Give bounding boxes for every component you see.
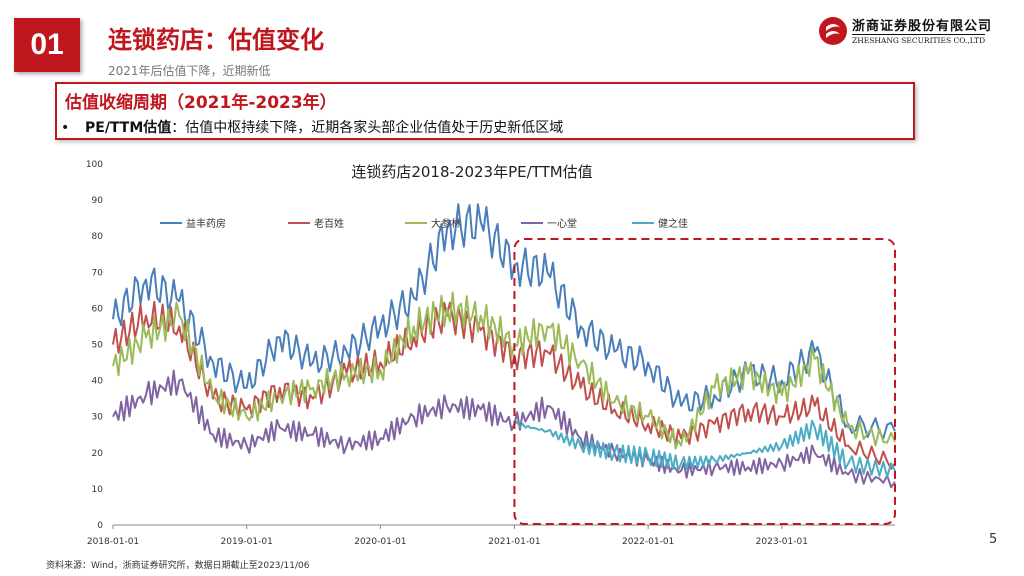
callout-bullet-label: PE/TTM估值 <box>85 120 172 136</box>
source-note: 资料来源：Wind，浙商证券研究所，数据日期截止至2023/11/06 <box>46 561 310 571</box>
x-axis: 2018-01-01 2019-01-01 2020-01-01 2021-01-01… <box>87 524 895 547</box>
x-tick-label: 2019-01-01 <box>221 537 273 547</box>
highlight-dashed-box <box>513 238 897 525</box>
y-tick-label: 10 <box>92 485 104 495</box>
section-number-badge: 01 <box>14 18 80 72</box>
y-tick-label: 50 <box>92 341 104 351</box>
company-name-english: ZHESHANG SECURITIES CO.,LTD <box>852 34 986 45</box>
legend-label: 老百姓 <box>314 217 344 230</box>
x-tick-label: 2021-01-01 <box>488 537 540 547</box>
company-name: 浙商证券股份有限公司 <box>852 19 993 34</box>
y-tick-label: 60 <box>92 304 104 314</box>
y-tick-label: 0 <box>97 521 103 531</box>
series-line-4 <box>513 419 896 478</box>
legend-label: 大参林 <box>431 217 461 230</box>
y-axis: 0 10 20 30 40 50 60 70 80 90 100 <box>86 160 103 531</box>
x-tick-label: 2018-01-01 <box>87 537 139 547</box>
series-line-2 <box>112 291 896 450</box>
page-title: 连锁药店：估值变化 <box>108 26 324 54</box>
series-lines <box>112 203 896 489</box>
series-line-0 <box>112 203 896 440</box>
legend-label: 健之佳 <box>658 217 688 230</box>
callout-bullet-text: ：估值中枢持续下降，近期各家头部企业估值处于历史新低区域 <box>171 120 564 136</box>
legend-label: 一心堂 <box>547 218 577 230</box>
chart-legend: 益丰药房 老百姓 大参林 一心堂 健之佳 <box>160 217 688 230</box>
y-tick-label: 20 <box>92 449 104 459</box>
legend-label: 益丰药房 <box>186 217 226 230</box>
chart-title: 连锁药店2018-2023年PE/TTM估值 <box>351 163 592 181</box>
company-logo-icon <box>819 17 847 45</box>
page-number: 5 <box>989 532 998 547</box>
callout-bullet: • PE/TTM估值：估值中枢持续下降，近期各家头部企业估值处于历史新低区域 <box>61 117 563 137</box>
company-logo: 浙商证券股份有限公司 ZHESHANG SECURITIES CO.,LTD <box>818 12 1008 52</box>
x-tick-label: 2020-01-01 <box>354 537 406 547</box>
series-line-3 <box>112 369 896 489</box>
y-tick-label: 90 <box>92 196 104 206</box>
x-tick-label: 2023-01-01 <box>756 537 808 547</box>
y-tick-label: 40 <box>92 377 104 387</box>
y-tick-label: 100 <box>86 160 103 170</box>
y-tick-label: 30 <box>92 413 104 423</box>
callout-heading: 估值收缩周期（2021年-2023年） <box>65 93 337 113</box>
page-subtitle: 2021年后估值下降，近期新低 <box>108 64 271 78</box>
bullet-dot-icon: • <box>61 120 70 136</box>
x-tick-label: 2022-01-01 <box>622 537 674 547</box>
y-tick-label: 70 <box>92 268 104 278</box>
y-tick-label: 80 <box>92 232 104 242</box>
valuation-callout-box: 估值收缩周期（2021年-2023年） • PE/TTM估值：估值中枢持续下降，近… <box>55 82 915 140</box>
